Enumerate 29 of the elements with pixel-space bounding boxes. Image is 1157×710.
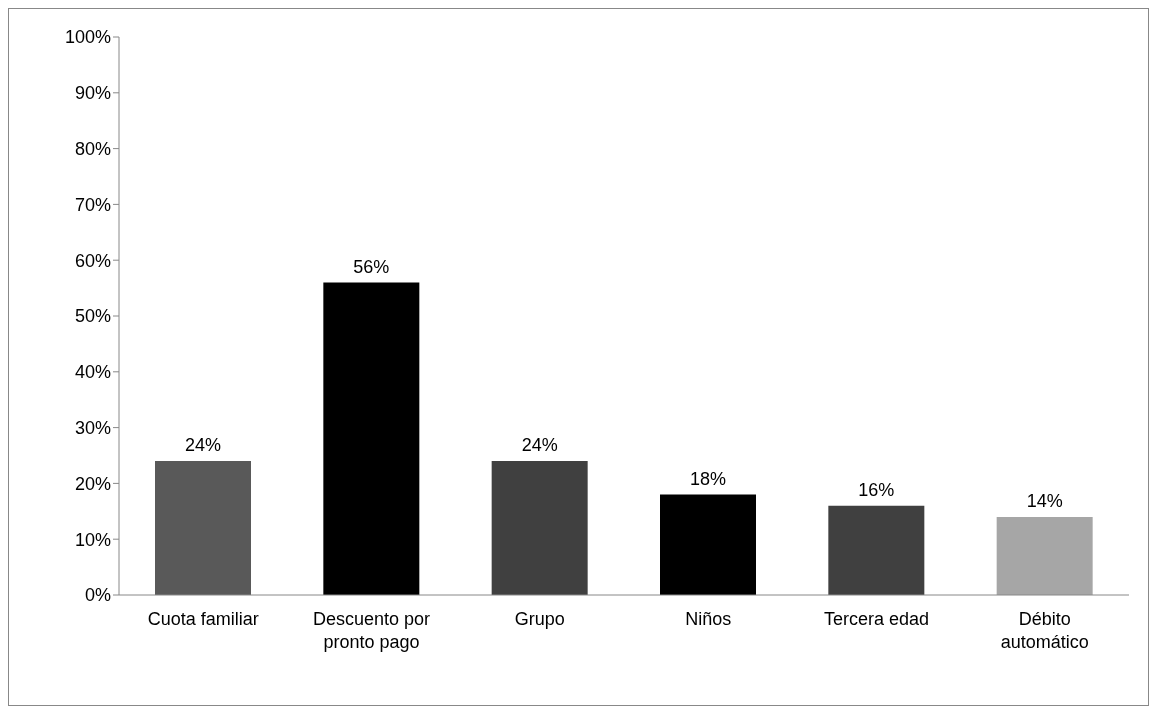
y-tick-label: 90%	[74, 83, 111, 104]
y-tick-label: 80%	[74, 138, 111, 159]
y-tick-label: 100%	[64, 27, 111, 48]
data-label: 24%	[184, 435, 222, 456]
bar	[660, 494, 756, 595]
x-tick-label: Cuota familiar	[147, 609, 259, 629]
data-label: 16%	[858, 479, 895, 500]
x-tick-label: Débito automático	[1000, 609, 1089, 652]
x-tick-label: Tercera edad	[823, 609, 930, 629]
data-label: 14%	[1026, 490, 1063, 511]
data-label: 18%	[689, 468, 727, 489]
bar	[996, 516, 1093, 595]
x-tick-label: Descuento por pronto pago	[312, 609, 431, 652]
bar	[155, 461, 251, 595]
y-tick-label: 30%	[74, 417, 111, 438]
y-tick-label: 70%	[74, 194, 111, 215]
x-tick-label: Grupo	[514, 609, 565, 629]
bar	[323, 282, 420, 595]
y-tick-label: 20%	[74, 473, 111, 494]
data-label: 24%	[521, 435, 558, 456]
y-tick-label: 0%	[84, 585, 111, 606]
bar	[491, 461, 588, 595]
y-tick-label: 40%	[74, 362, 111, 383]
data-label: 56%	[353, 256, 390, 277]
x-tick-label: Niños	[685, 609, 732, 629]
y-tick-label: 10%	[74, 529, 111, 550]
y-tick-label: 60%	[74, 250, 111, 271]
y-tick-label: 50%	[74, 306, 111, 327]
bar	[828, 505, 925, 595]
